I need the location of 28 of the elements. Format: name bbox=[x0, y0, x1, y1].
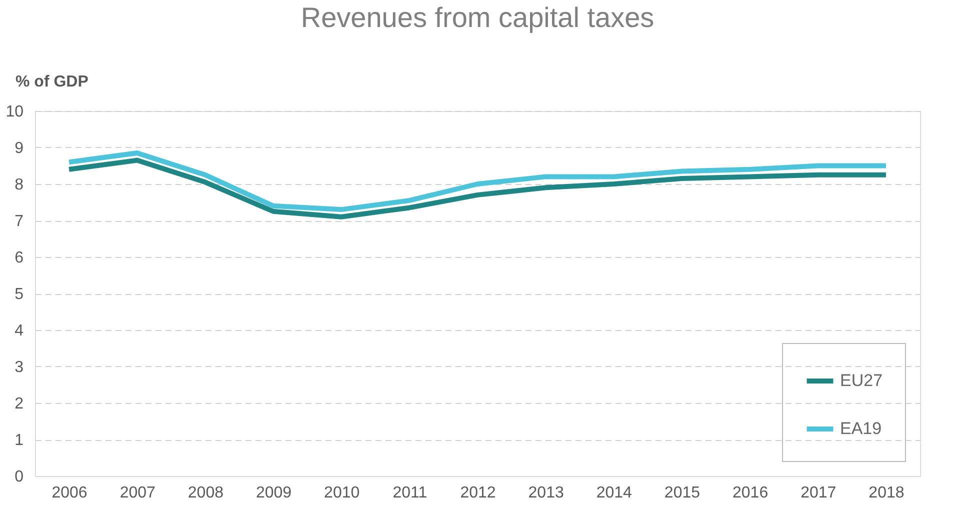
legend-label: EU27 bbox=[840, 371, 883, 390]
x-tick-label: 2013 bbox=[528, 484, 564, 502]
x-tick-label: 2011 bbox=[392, 484, 428, 502]
y-tick-label: 2 bbox=[14, 396, 24, 412]
y-tick-label: 6 bbox=[14, 250, 24, 266]
y-tick-label: 7 bbox=[14, 213, 24, 230]
x-tick-label: 2014 bbox=[596, 484, 632, 502]
y-tick-label: 9 bbox=[14, 140, 24, 157]
y-axis-title: % of GDP bbox=[16, 74, 89, 90]
x-tick-label: 2008 bbox=[188, 484, 224, 502]
x-tick-label: 2016 bbox=[732, 484, 768, 502]
y-tick-label: 8 bbox=[14, 176, 24, 194]
x-tick-label: 2007 bbox=[120, 484, 156, 502]
x-tick-label: 2009 bbox=[256, 484, 292, 502]
x-tick-label: 2017 bbox=[800, 484, 836, 502]
x-tick-label: 2018 bbox=[868, 484, 904, 502]
y-tick-label: 10 bbox=[6, 104, 24, 120]
x-tick-label: 2012 bbox=[460, 484, 496, 502]
chart-title: Revenues from capital taxes bbox=[300, 2, 654, 33]
x-tick-label: 2010 bbox=[324, 484, 360, 502]
y-tick-label: 4 bbox=[14, 322, 24, 340]
y-tick-label: 0 bbox=[14, 468, 24, 486]
y-tick-label: 1 bbox=[14, 432, 24, 449]
y-tick-label: 3 bbox=[14, 359, 24, 376]
y-tick-label: 5 bbox=[14, 286, 24, 303]
x-tick-label: 2015 bbox=[664, 484, 700, 502]
legend-label: EA19 bbox=[840, 419, 882, 438]
x-tick-label: 2006 bbox=[52, 484, 88, 502]
